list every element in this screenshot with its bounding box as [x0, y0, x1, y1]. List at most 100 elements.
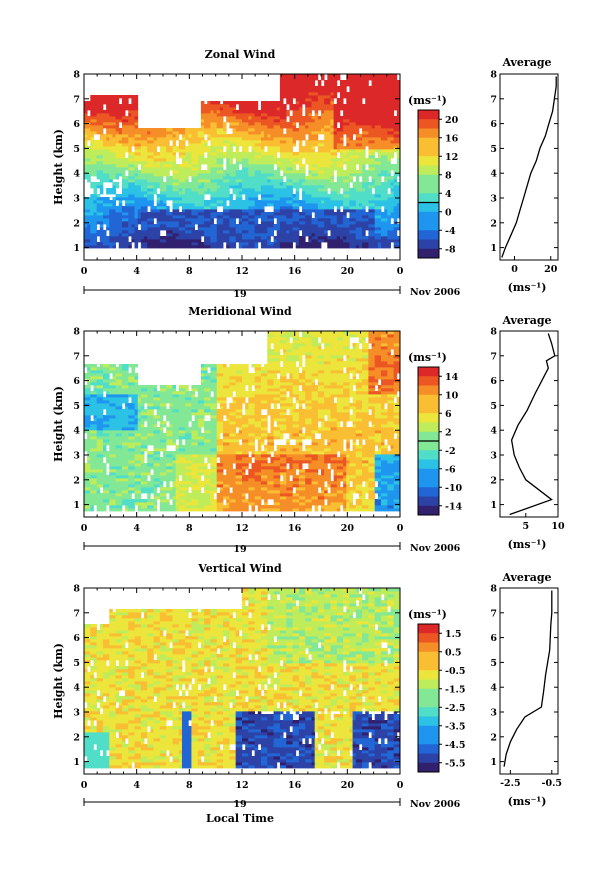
zonal-cell: [311, 179, 316, 183]
zonal-cell: [248, 218, 252, 222]
zonal-cell: [191, 242, 195, 246]
zonal-cell: [134, 182, 139, 186]
zonal-cbar-band: [418, 202, 439, 213]
zonal-cell: [115, 104, 120, 108]
zonal-cell: [368, 107, 372, 111]
zonal-cell: [121, 230, 126, 234]
zonal-cell: [355, 134, 360, 138]
zonal-cell: [264, 233, 268, 237]
zonal-cell: [279, 185, 284, 189]
zonal-cell: [84, 146, 88, 150]
zonal-cell: [251, 209, 256, 213]
zonal-cell: [302, 227, 306, 231]
zonal-cell: [84, 119, 88, 123]
zonal-cell: [150, 164, 154, 168]
zonal-cell: [368, 140, 372, 144]
zonal-cell: [321, 146, 325, 150]
zonal-cell: [96, 209, 101, 213]
zonal-cell: [134, 242, 139, 246]
zonal-cell: [131, 152, 135, 156]
zonal-cell: [93, 116, 98, 120]
zonal-cell: [324, 170, 328, 174]
zonal-cell: [194, 188, 199, 192]
zonal-cell: [273, 122, 278, 126]
zonal-cell: [384, 155, 388, 159]
zonal-cell: [339, 182, 344, 186]
zonal-cell: [330, 98, 335, 102]
zonal-cell: [87, 107, 91, 111]
zonal-cell: [99, 203, 104, 207]
zonal-cell: [314, 128, 319, 132]
zonal-cell: [128, 188, 132, 192]
zonal-cell: [84, 104, 88, 108]
zonal-cell: [308, 143, 312, 147]
zonal-cell: [121, 158, 126, 162]
zonal-cell: [387, 95, 391, 99]
zonal-cell: [355, 146, 360, 150]
zonal-cell: [317, 179, 322, 183]
zonal-cell: [235, 152, 240, 156]
zonal-cell: [349, 179, 353, 183]
zonal-cell: [121, 161, 126, 165]
zonal-cell: [289, 137, 293, 141]
zonal-cell: [327, 200, 331, 204]
zonal-cell: [352, 233, 357, 237]
zonal-cell: [96, 245, 101, 249]
zonal-cell: [349, 200, 353, 204]
zonal-cell: [298, 167, 303, 171]
zonal-cell: [321, 92, 325, 96]
zonal-cell: [140, 140, 145, 144]
zonal-cell: [109, 179, 113, 183]
zonal-cell: [200, 209, 205, 213]
zonal-cell: [387, 143, 391, 147]
zonal-cell: [292, 95, 297, 99]
zonal-cell: [191, 182, 195, 186]
zonal-cell: [377, 188, 382, 192]
zonal-cell: [137, 239, 142, 243]
zonal-cell: [251, 131, 256, 135]
zonal-cell: [324, 224, 328, 228]
zonal-cell: [93, 107, 98, 111]
zonal-cell: [219, 236, 224, 240]
zonal-cell: [267, 194, 271, 198]
zonal-cell: [197, 212, 202, 216]
zonal-cell: [194, 242, 199, 246]
zonal-cell: [172, 215, 177, 219]
zonal-cell: [102, 143, 107, 147]
zonal-cell: [93, 218, 98, 222]
zonal-cell: [185, 137, 189, 141]
zonal-cell: [317, 107, 322, 111]
zonal-cell: [327, 158, 331, 162]
zonal-cell: [321, 206, 325, 210]
zonal-cell: [248, 119, 252, 123]
zonal-cell: [200, 152, 205, 156]
zonal-cell: [137, 209, 142, 213]
zonal-cell: [324, 134, 328, 138]
zonal-cell: [257, 206, 262, 210]
zonal-cell: [118, 137, 123, 141]
zonal-cell: [204, 140, 208, 144]
zonal-cell: [109, 155, 113, 159]
zonal-cell: [242, 164, 246, 168]
zonal-cell: [358, 95, 363, 99]
zonal-cell: [128, 140, 132, 144]
zonal-cell: [125, 245, 129, 249]
zonal-cell: [273, 227, 278, 231]
meridional-cell: [93, 490, 98, 494]
zonal-cell: [106, 95, 110, 99]
zonal-cell: [159, 155, 164, 159]
zonal-cell: [166, 128, 170, 132]
zonal-cell: [147, 164, 151, 168]
zonal-cell: [109, 134, 113, 138]
zonal-cell: [302, 137, 306, 141]
zonal-cell: [90, 137, 94, 141]
zonal-cell: [368, 113, 372, 117]
zonal-cell: [121, 236, 126, 240]
zonal-cell: [213, 203, 218, 207]
zonal-cell: [321, 185, 325, 189]
zonal-cell: [181, 173, 186, 177]
zonal-cell: [317, 128, 322, 132]
zonal-cell: [159, 173, 164, 177]
zonal-cell: [257, 236, 262, 240]
zonal-cell: [355, 122, 360, 126]
